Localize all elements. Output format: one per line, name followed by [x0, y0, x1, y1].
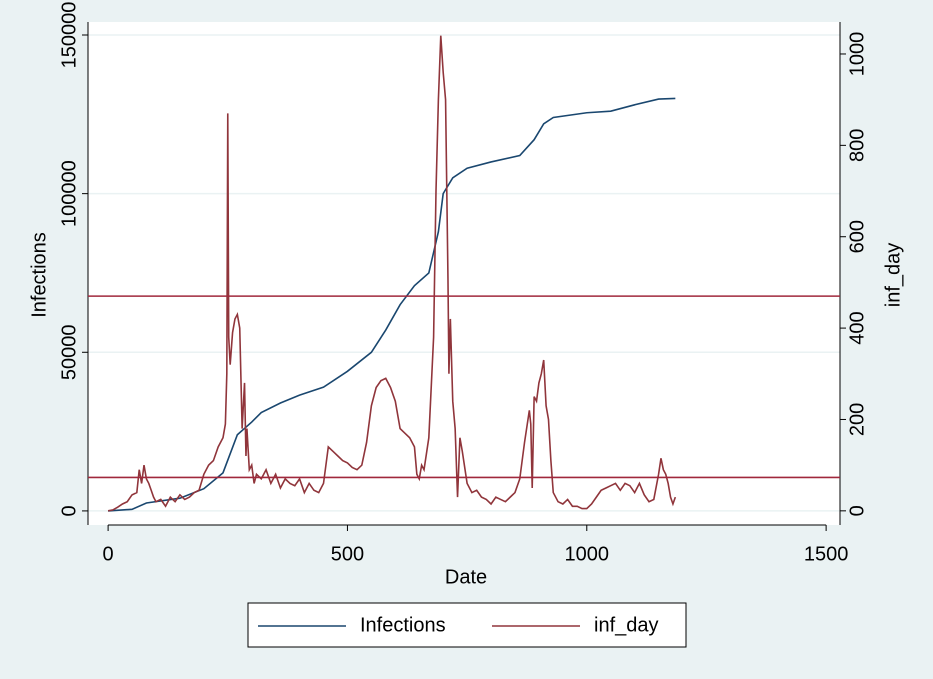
- x-axis-title: Date: [445, 566, 487, 588]
- y-tick-label: 100000: [58, 160, 80, 227]
- y-tick-label: 50000: [58, 324, 80, 380]
- y2-tick-label: 400: [846, 311, 868, 344]
- series-line: [108, 97, 676, 512]
- x-tick-label: 1500: [804, 543, 849, 565]
- series-line: [107, 35, 677, 512]
- y-tick-label: 150000: [58, 2, 80, 69]
- y-tick-label: 0: [58, 505, 80, 516]
- y-axis-title: Infections: [28, 232, 50, 318]
- x-tick-label: 0: [103, 543, 114, 565]
- x-tick-label: 500: [331, 543, 364, 565]
- y2-tick-label: 600: [846, 220, 868, 253]
- y2-tick-label: 800: [846, 129, 868, 162]
- y2-axis-title: inf_day: [882, 243, 904, 308]
- y2-tick-label: 0: [846, 505, 868, 516]
- x-tick-label: 1000: [565, 543, 610, 565]
- y2-tick-label: 200: [846, 403, 868, 436]
- plot-area: [88, 22, 840, 525]
- legend-label: inf_day: [594, 614, 659, 636]
- legend-label: Infections: [360, 614, 446, 636]
- y2-tick-label: 1000: [846, 32, 868, 77]
- legend-box: [247, 602, 687, 648]
